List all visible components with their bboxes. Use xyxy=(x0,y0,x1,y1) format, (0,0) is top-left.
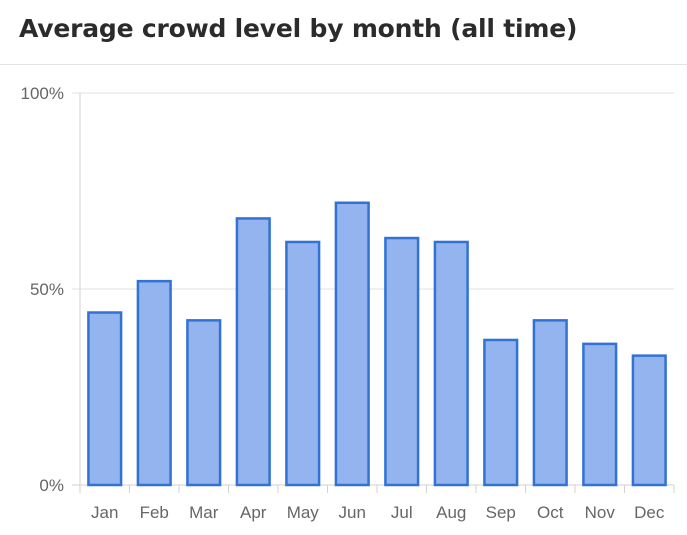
bar-nov[interactable] xyxy=(582,342,618,487)
bar-aug[interactable] xyxy=(433,240,469,487)
y-tick-label: 0% xyxy=(39,476,64,495)
y-tick-label: 50% xyxy=(30,280,64,299)
y-tick-label: 100% xyxy=(21,84,64,103)
card-header: Average crowd level by month (all time) xyxy=(0,0,687,65)
bar-apr[interactable] xyxy=(235,217,271,487)
bar-feb[interactable] xyxy=(136,279,172,487)
x-tick-label: Mar xyxy=(189,503,219,522)
bar-may[interactable] xyxy=(285,240,321,487)
x-tick-label: Feb xyxy=(140,503,169,522)
x-tick-label: Apr xyxy=(240,503,267,522)
bar-mar[interactable] xyxy=(186,319,222,487)
x-tick-label: Dec xyxy=(634,503,665,522)
bar-jul[interactable] xyxy=(384,236,420,487)
x-tick-label: Jan xyxy=(91,503,118,522)
bar-oct[interactable] xyxy=(532,319,568,487)
chart-title: Average crowd level by month (all time) xyxy=(19,14,578,43)
bar-jun[interactable] xyxy=(334,201,370,487)
bar-dec[interactable] xyxy=(631,354,667,487)
bar-sep[interactable] xyxy=(483,338,519,487)
x-tick-label: Aug xyxy=(436,503,466,522)
x-tick-label: May xyxy=(287,503,320,522)
x-tick-label: Jul xyxy=(391,503,413,522)
x-tick-label: Nov xyxy=(585,503,616,522)
x-tick-label: Sep xyxy=(486,503,516,522)
x-tick-label: Jun xyxy=(339,503,366,522)
bar-jan[interactable] xyxy=(87,311,123,487)
x-tick-label: Oct xyxy=(537,503,564,522)
